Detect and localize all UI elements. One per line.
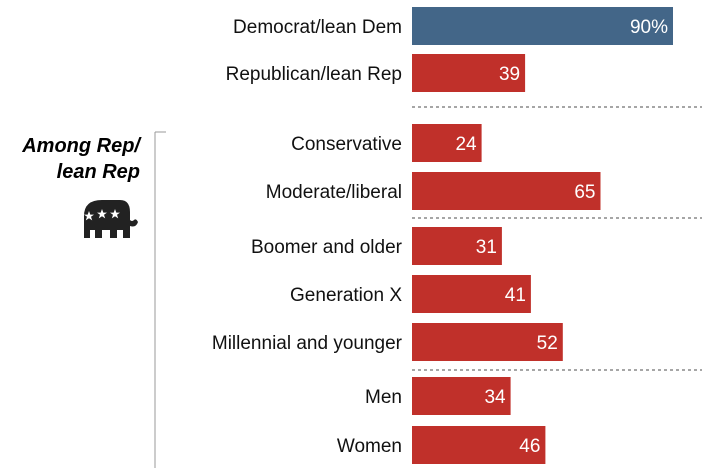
value-label-7: 52 bbox=[537, 333, 558, 354]
category-label-4: Moderate/liberal bbox=[266, 182, 402, 203]
bar-4 bbox=[412, 172, 601, 210]
value-label-2: 39 bbox=[499, 64, 520, 85]
category-label-8: Men bbox=[365, 387, 402, 408]
value-label-6: 41 bbox=[505, 285, 526, 306]
bars-layer bbox=[412, 7, 673, 464]
group-title-line-1: Among Rep/ bbox=[22, 135, 140, 157]
category-label-1: Democrat/lean Dem bbox=[233, 17, 402, 38]
category-label-3: Conservative bbox=[291, 134, 402, 155]
bar-6 bbox=[412, 275, 531, 313]
bar-2 bbox=[412, 54, 526, 92]
group-dividers bbox=[412, 106, 702, 371]
value-label-5: 31 bbox=[476, 237, 497, 258]
value-labels-layer: 90% 39 24 65 31 41 52 34 46 bbox=[455, 17, 668, 457]
bar-5 bbox=[412, 227, 502, 265]
value-label-3: 24 bbox=[455, 134, 477, 155]
bar-3 bbox=[412, 124, 482, 162]
bar-8 bbox=[412, 377, 511, 415]
category-label-9: Women bbox=[337, 436, 402, 457]
category-label-5: Boomer and older bbox=[251, 237, 403, 258]
value-label-8: 34 bbox=[484, 387, 506, 408]
value-label-4: 65 bbox=[574, 182, 595, 203]
value-label-9: 46 bbox=[519, 436, 540, 457]
bar-1 bbox=[412, 7, 673, 45]
category-label-7: Millennial and younger bbox=[212, 333, 403, 354]
category-labels-layer: Democrat/lean Dem Republican/lean Rep Cons… bbox=[212, 17, 403, 457]
category-label-6: Generation X bbox=[290, 285, 402, 306]
republican-elephant-icon bbox=[84, 200, 138, 238]
value-label-1: 90% bbox=[630, 17, 668, 38]
bar-9 bbox=[412, 426, 546, 464]
bar-7 bbox=[412, 323, 563, 361]
category-label-2: Republican/lean Rep bbox=[226, 64, 402, 85]
group-title-line-2: lean Rep bbox=[56, 161, 140, 183]
